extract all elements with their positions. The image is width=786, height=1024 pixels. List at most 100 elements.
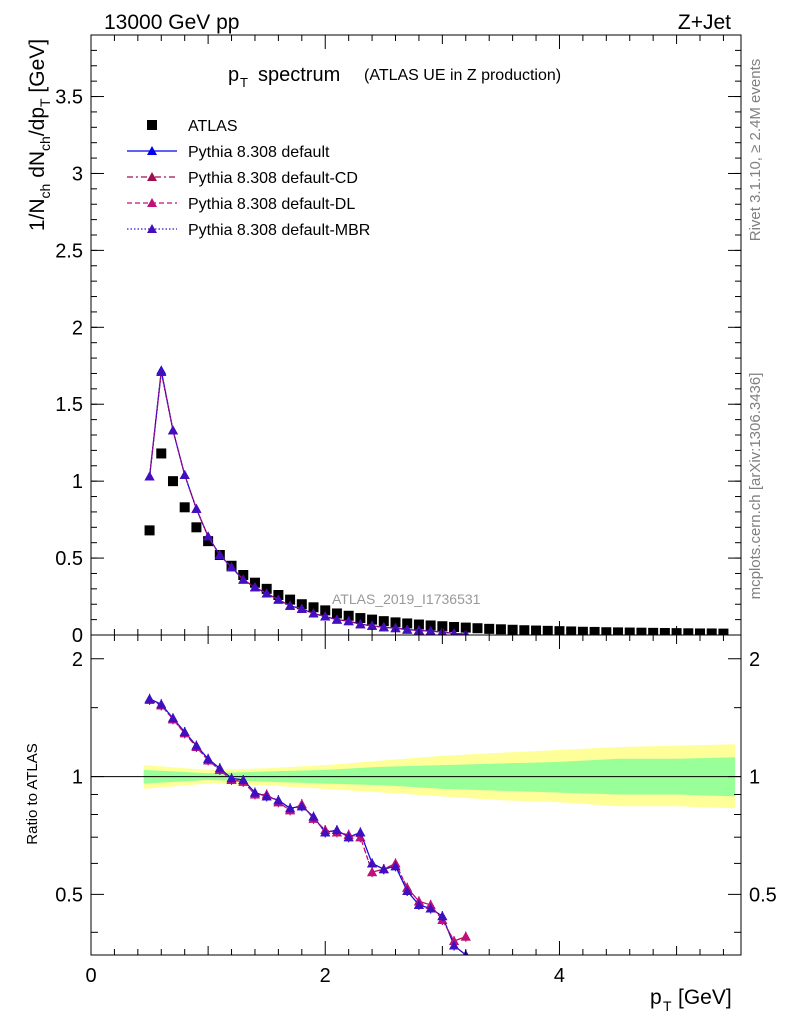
y-tick-label: 2.5: [55, 240, 83, 262]
ratio-marker: [249, 787, 260, 797]
data-point: [683, 628, 694, 635]
series-marker: [167, 425, 178, 435]
ratio-marker: [367, 858, 378, 868]
ratio-marker: [390, 861, 401, 871]
data-point: [613, 627, 624, 635]
data-point: [191, 522, 202, 533]
data-point: [285, 594, 296, 605]
data-point: [460, 622, 471, 633]
legend-item: ATLAS: [147, 118, 238, 135]
plot-title: p T spectrum (ATLAS UE in Z production): [228, 64, 561, 90]
data-point: [519, 625, 530, 635]
legend-item: Pythia 8.308 default-MBR: [127, 222, 370, 239]
data-point: [179, 502, 190, 513]
rivet-label: Rivet 3.1.10, ≥ 2.4M events: [747, 59, 764, 242]
ratio-panel: 0 2 40.5 0.51 12 2: [55, 35, 777, 987]
ratio-marker: [413, 899, 424, 909]
svg-text:p: p: [650, 986, 662, 1009]
ratio-tick-label: 1: [72, 767, 83, 789]
ratio-tick-label-right: 1: [749, 767, 760, 789]
series-marker: [355, 619, 366, 629]
ratio-marker: [320, 827, 331, 837]
ratio-marker: [402, 886, 413, 896]
data-point: [484, 623, 495, 634]
bottom-frame: [90, 634, 742, 956]
x-axis: 0 2 4: [85, 35, 724, 987]
ratio-series-0: [144, 693, 469, 955]
series-0: [144, 448, 729, 635]
series-marker: [450, 628, 458, 635]
ratio-marker: [331, 825, 342, 835]
data-point: [308, 602, 319, 613]
ratio-line-2: [149, 699, 467, 942]
series-marker: [308, 608, 319, 618]
y-tick-label: 0: [72, 625, 83, 647]
ratio-marker: [449, 936, 460, 946]
svg-text:T: T: [240, 75, 248, 90]
y-tick-label: 3: [72, 163, 83, 185]
data-point: [203, 536, 214, 547]
ratio-marker: [449, 940, 460, 950]
ratio-marker: [226, 773, 237, 783]
data-point: [706, 628, 717, 635]
legend-marker: [147, 224, 157, 233]
series-marker: [261, 588, 272, 598]
data-point: [390, 617, 401, 628]
ratio-marker: [167, 713, 178, 723]
data-point: [589, 626, 600, 635]
legend-label: Pythia 8.308 default-DL: [188, 196, 355, 213]
series-marker: [238, 574, 249, 584]
ratio-marker: [343, 832, 354, 842]
series-line-4: [149, 371, 466, 635]
process-label: Z+Jet: [678, 11, 731, 34]
series-marker: [179, 470, 190, 479]
ratio-line-3: [149, 698, 467, 955]
legend-label: Pythia 8.308 default-MBR: [188, 222, 370, 239]
ratio-marker: [378, 864, 389, 874]
series-marker: [214, 550, 225, 559]
ratio-marker: [355, 827, 366, 837]
svg-text:[GeV]: [GeV]: [678, 986, 732, 1009]
series-marker: [331, 614, 342, 624]
ratio-marker: [460, 931, 471, 941]
data-point: [331, 608, 342, 619]
series-marker: [156, 366, 167, 376]
data-point: [413, 619, 424, 630]
legend-label: Pythia 8.308 default-CD: [188, 170, 358, 187]
series-marker: [320, 611, 331, 621]
data-point: [355, 613, 366, 624]
ratio-tick-label-right: 2: [749, 649, 760, 671]
series-marker: [378, 622, 389, 632]
series-marker: [273, 594, 284, 604]
data-point: [472, 623, 483, 634]
series-marker: [226, 562, 237, 572]
y-tick-label: 0.5: [55, 548, 83, 570]
series-marker: [285, 600, 296, 610]
ratio-marker: [144, 693, 155, 703]
ratio-marker: [285, 803, 296, 813]
title-note: (ATLAS UE in Z production): [364, 67, 561, 84]
x-tick-label: 4: [554, 965, 565, 987]
legend: ATLAS Pythia 8.308 default Pythia 8.308 de…: [127, 118, 370, 239]
legend-item: Pythia 8.308 default-DL: [127, 196, 355, 213]
data-point: [449, 622, 460, 632]
ratio-marker: [261, 791, 272, 801]
ratio-marker: [191, 740, 202, 750]
ratio-series-3: [144, 693, 469, 955]
legend-label: Pythia 8.308 default: [188, 144, 330, 161]
y-tick-label: 3.5: [55, 87, 83, 109]
data-point: [167, 476, 178, 487]
svg-text:T: T: [663, 998, 672, 1014]
legend-marker: [147, 198, 157, 207]
x-axis-title: p T [GeV]: [650, 986, 732, 1014]
legend-marker: [147, 172, 157, 181]
analysis-watermark: ATLAS_2019_I1736531: [332, 591, 481, 607]
ratio-tick-label-right: 0.5: [749, 884, 777, 906]
legend-marker: [147, 120, 157, 130]
top-y-axis-title: 1/Nch dNch/dpT [GeV]: [26, 39, 53, 231]
data-point: [156, 448, 167, 459]
ratio-y-axis: 0.5 0.5 1 1 2 2: [55, 649, 777, 933]
data-point: [636, 627, 647, 635]
y-tick-label: 1: [72, 471, 83, 493]
mcplots-label: mcplots.cern.ch [arXiv:1306.3436]: [747, 373, 764, 600]
